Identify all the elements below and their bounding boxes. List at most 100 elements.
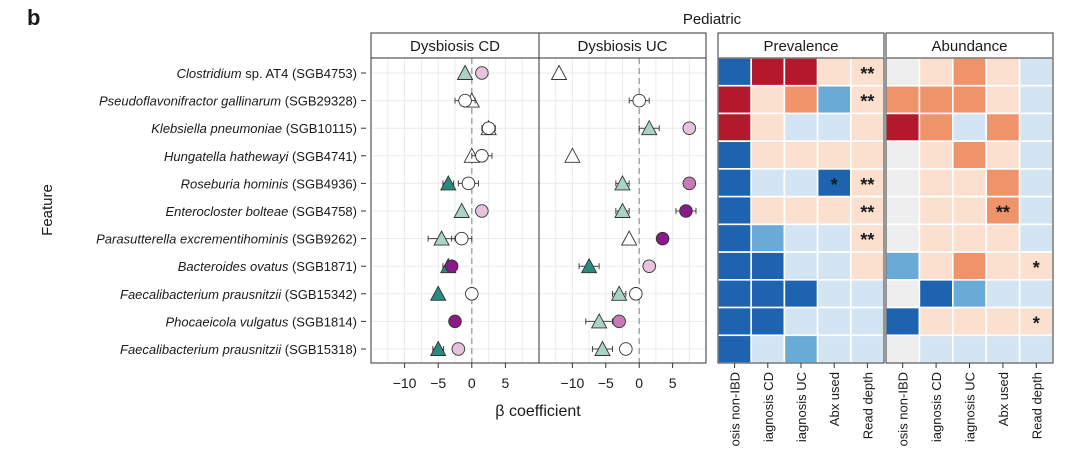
heatmap-cell xyxy=(885,57,921,87)
heatmap-cell xyxy=(750,334,786,364)
data-point-triangle xyxy=(594,340,611,356)
significance-mark: ** xyxy=(860,203,874,223)
heatmap-cell xyxy=(849,279,885,309)
heatmap-cell xyxy=(816,195,852,226)
data-point-circle xyxy=(475,66,489,80)
heatmap-cell xyxy=(885,168,921,198)
feature-sgb: (SGB29328) xyxy=(281,94,357,109)
feature-label: Roseburia hominis (SGB4936) xyxy=(181,176,357,191)
feature-species: Faecalibacterium prausnitzii xyxy=(120,287,282,302)
heatmap-cell xyxy=(750,57,786,87)
heatmap-cell xyxy=(750,168,786,198)
heatmap-cell xyxy=(849,195,885,226)
feature-species: Hungatella hathewayi xyxy=(164,149,289,164)
heatmap-column-label: iagnosis UC xyxy=(794,372,809,442)
data-point-triangle xyxy=(429,285,447,301)
x-tick-label: 0 xyxy=(635,375,643,391)
x-tick-label: 5 xyxy=(502,375,510,391)
heatmap-cell xyxy=(717,84,753,115)
heatmap-cell xyxy=(816,223,852,253)
heatmap-panels: Prevalence***** ******osis non-IBD iagnosi… xyxy=(717,32,1054,446)
data-point-triangle xyxy=(610,285,628,301)
panel-title: Dysbiosis UC xyxy=(577,38,667,55)
heatmap-cell xyxy=(717,279,753,309)
heatmap-cell xyxy=(750,306,786,337)
heatmap-cell xyxy=(951,140,987,170)
heatmap-cell xyxy=(717,140,753,170)
significance-mark: ** xyxy=(860,175,874,195)
heatmap-cell xyxy=(717,251,753,281)
data-point-triangle xyxy=(440,174,457,191)
data-point-circle xyxy=(655,231,670,246)
data-point-triangle xyxy=(453,202,470,218)
forest-panels: Dysbiosis CD −10 −5 0 5 Dysbiosis UC −10 −5 0 5 xyxy=(370,32,707,391)
feature-label: Faecalibacterium prausnitzii (SGB15318) xyxy=(120,342,357,357)
panel-title: Dysbiosis CD xyxy=(410,38,500,55)
x-tick-label: −5 xyxy=(430,375,446,391)
x-tick-label: 5 xyxy=(669,375,677,391)
heatmap-cell xyxy=(750,195,786,226)
heatmap-cell xyxy=(849,112,885,142)
heatmap-cell xyxy=(918,84,954,115)
panel-title: Prevalence xyxy=(763,38,838,55)
heatmap-cell xyxy=(750,279,786,309)
heatmap-cell xyxy=(783,112,819,142)
feature-species: Bacteroides ovatus xyxy=(178,259,289,274)
panel-border xyxy=(538,57,707,364)
data-point-triangle xyxy=(614,174,631,191)
heatmap-cell xyxy=(985,112,1021,142)
heatmap-cell xyxy=(750,251,786,281)
heatmap-cell xyxy=(750,84,786,115)
heatmap-cell xyxy=(1018,112,1054,142)
heatmap-cell xyxy=(816,334,852,364)
heatmap-cell xyxy=(783,223,819,253)
heatmap-cell xyxy=(816,168,852,198)
heatmap-cell xyxy=(1018,251,1054,281)
panel-strip xyxy=(885,32,1054,59)
heatmap-cell xyxy=(918,168,954,198)
heatmap-cell xyxy=(717,223,753,253)
heatmap-column-label: Abx used xyxy=(827,372,842,426)
significance-mark: ** xyxy=(860,230,874,250)
heatmap-column-label: Abx used xyxy=(996,372,1011,426)
data-point-triangle xyxy=(433,230,450,246)
feature-species: Clostridium xyxy=(177,66,242,81)
heatmap-column-label: iagnosis CD xyxy=(929,372,944,442)
heatmap-cell xyxy=(951,168,987,198)
heatmap-cell xyxy=(1018,334,1054,364)
significance-mark: * xyxy=(1033,313,1040,333)
data-point-triangle xyxy=(640,119,658,136)
data-point-circle xyxy=(444,259,459,273)
heatmap-cell xyxy=(849,306,885,337)
heatmap-cell xyxy=(885,251,921,281)
heatmap-cell xyxy=(783,251,819,281)
heatmap-cell xyxy=(885,195,921,226)
feature-label: Bacteroides ovatus (SGB1871) xyxy=(178,259,357,274)
heatmap-cell xyxy=(783,140,819,170)
heatmap-cell xyxy=(816,140,852,170)
data-point-circle xyxy=(682,176,697,191)
feature-sgb: (SGB10115) xyxy=(282,121,357,136)
heatmap-cell xyxy=(849,251,885,281)
heatmap-cell xyxy=(985,195,1021,226)
feature-sgb: (SGB1814) xyxy=(288,314,357,329)
heatmap-cell xyxy=(816,279,852,309)
data-point-triangle xyxy=(580,257,598,274)
heatmap-cell xyxy=(783,334,819,364)
data-point-circle xyxy=(679,204,693,218)
feature-label: Pseudoflavonifractor gallinarum (SGB2932… xyxy=(99,94,357,109)
significance-mark: ** xyxy=(860,64,874,84)
heatmap-cell xyxy=(885,140,921,170)
heatmap-cell xyxy=(783,57,819,87)
heatmap-cell xyxy=(918,279,954,309)
y-axis-label: Feature xyxy=(39,184,56,236)
feature-sgb: (SGB4753) xyxy=(288,66,357,81)
data-point-circle xyxy=(475,149,489,163)
heatmap-cell xyxy=(750,140,786,170)
data-point-triangle xyxy=(429,340,447,356)
significance-mark: * xyxy=(1033,258,1040,278)
heatmap-cell xyxy=(885,223,921,253)
heatmap-cell xyxy=(783,84,819,115)
feature-label: Enterocloster bolteae (SGB4758) xyxy=(165,204,357,219)
data-point-triangle xyxy=(590,312,608,329)
